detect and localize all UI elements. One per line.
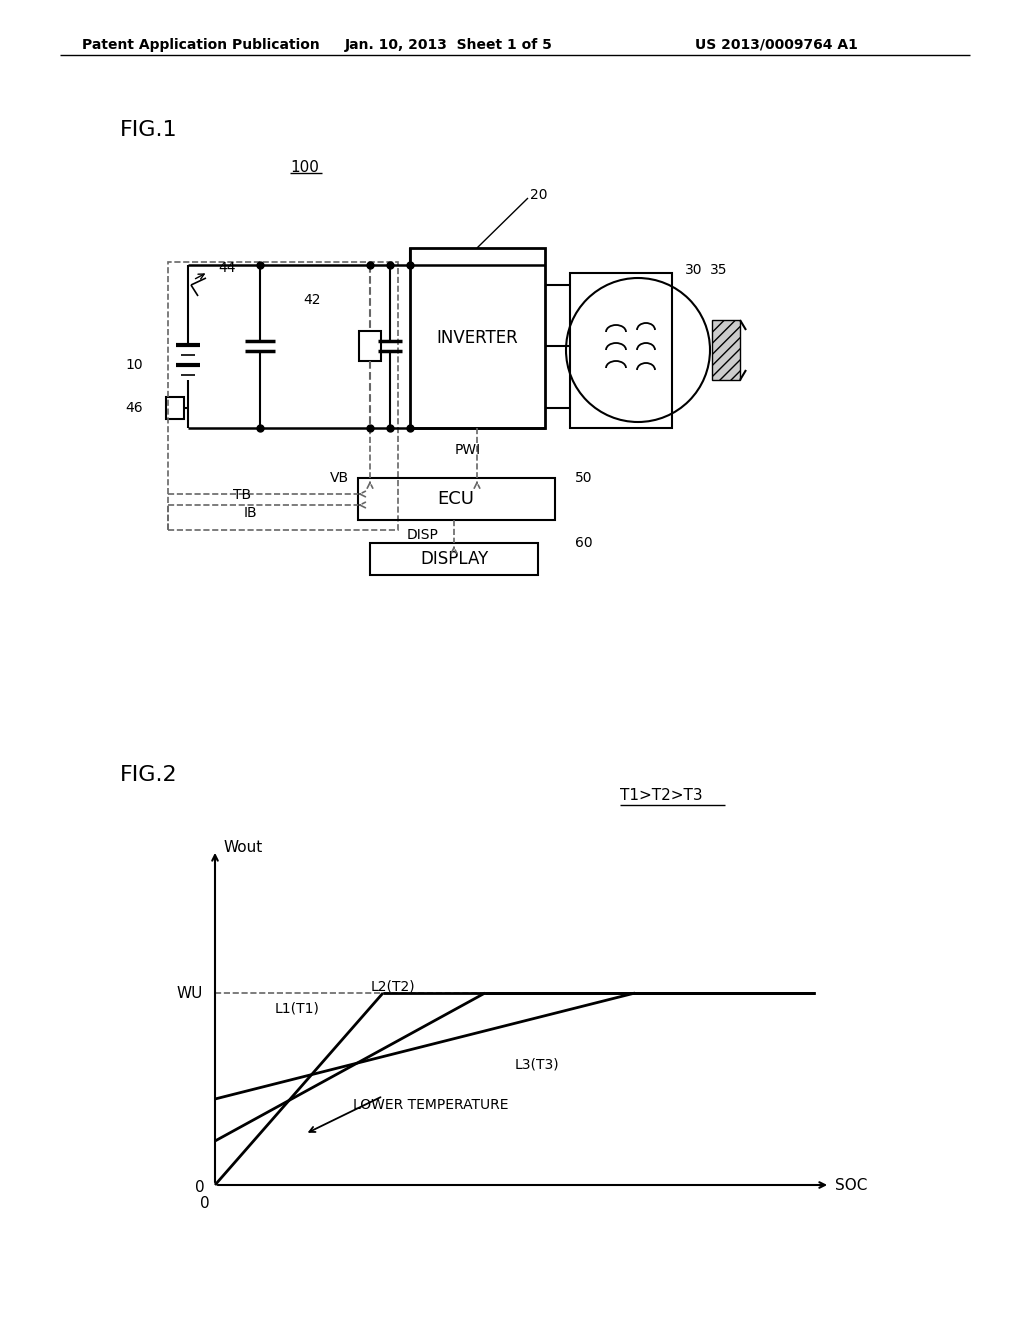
Text: 35: 35 xyxy=(710,263,727,277)
Text: 0: 0 xyxy=(201,1196,210,1210)
Text: ECU: ECU xyxy=(437,490,474,508)
Text: WU: WU xyxy=(176,986,203,1001)
Text: 20: 20 xyxy=(530,187,548,202)
Text: IB: IB xyxy=(244,506,258,520)
Bar xyxy=(359,331,381,360)
Text: VB: VB xyxy=(330,471,349,484)
Text: 100: 100 xyxy=(290,160,318,174)
Bar xyxy=(358,478,555,520)
Text: 0: 0 xyxy=(196,1180,205,1195)
Text: Wout: Wout xyxy=(223,840,262,854)
Text: INVERTER: INVERTER xyxy=(436,329,518,347)
Text: PWI: PWI xyxy=(455,444,481,457)
Bar xyxy=(570,273,672,428)
Bar xyxy=(712,319,740,380)
Text: 42: 42 xyxy=(303,293,321,308)
Bar xyxy=(370,543,538,576)
Text: US 2013/0009764 A1: US 2013/0009764 A1 xyxy=(695,38,858,51)
Text: L2(T2): L2(T2) xyxy=(371,979,416,994)
Text: T1>T2>T3: T1>T2>T3 xyxy=(620,788,702,803)
Text: 44: 44 xyxy=(218,261,236,275)
Text: 10: 10 xyxy=(125,358,143,372)
Text: FIG.2: FIG.2 xyxy=(120,766,177,785)
Text: 60: 60 xyxy=(575,536,593,550)
Bar xyxy=(410,248,545,428)
Text: L1(T1): L1(T1) xyxy=(275,1002,319,1016)
Text: SOC: SOC xyxy=(835,1177,867,1192)
Text: 50: 50 xyxy=(575,471,593,484)
Text: 30: 30 xyxy=(685,263,702,277)
Bar xyxy=(166,397,184,418)
Text: L3(T3): L3(T3) xyxy=(515,1057,560,1071)
Text: 46: 46 xyxy=(125,401,143,414)
Text: DISP: DISP xyxy=(407,528,439,543)
Text: LOWER TEMPERATURE: LOWER TEMPERATURE xyxy=(353,1098,509,1111)
Bar xyxy=(168,261,398,531)
Text: TB: TB xyxy=(233,488,251,502)
Text: Jan. 10, 2013  Sheet 1 of 5: Jan. 10, 2013 Sheet 1 of 5 xyxy=(345,38,553,51)
Text: Patent Application Publication: Patent Application Publication xyxy=(82,38,319,51)
Text: DISPLAY: DISPLAY xyxy=(420,550,488,568)
Text: FIG.1: FIG.1 xyxy=(120,120,177,140)
